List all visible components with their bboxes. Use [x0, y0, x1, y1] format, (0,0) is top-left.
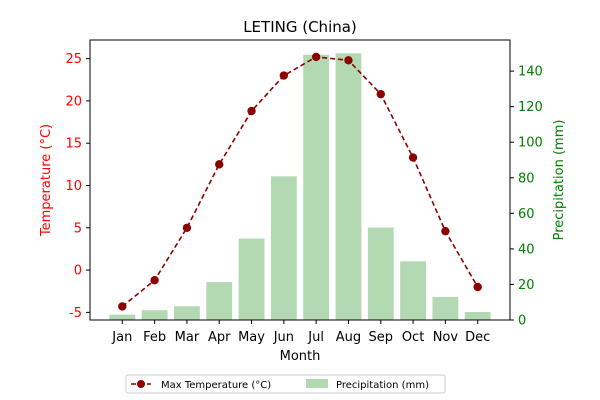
temperature-point-jan [118, 302, 127, 311]
right-y-axis: 0 20 40 60 80 100 120 140 [510, 65, 543, 329]
precipitation-bar-nov [432, 296, 459, 320]
right-tick-label: 0 [518, 314, 526, 329]
x-tick-label: Sep [369, 330, 394, 345]
temperature-line [118, 52, 482, 311]
temperature-point-sep [376, 89, 385, 99]
precipitation-bar-jan [109, 314, 136, 320]
legend-label-temperature: Max Temperature (°C) [161, 380, 271, 391]
legend-label-precipitation: Precipitation (mm) [336, 380, 429, 391]
legend-bar-swatch [306, 379, 328, 388]
precipitation-bar-dec [464, 312, 491, 320]
x-tick-label: Oct [402, 330, 424, 345]
right-tick-label: 40 [518, 242, 535, 257]
temperature-point-aug [344, 56, 353, 65]
temperature-point-feb [150, 276, 159, 285]
right-tick-label: 60 [518, 207, 535, 222]
left-tick-label: 25 [65, 52, 82, 67]
precipitation-bar-apr [206, 282, 233, 320]
precipitation-bar-jun [270, 176, 297, 320]
x-tick-label: Dec [465, 330, 490, 345]
x-axis-title: Month [280, 349, 321, 364]
x-tick-label: Mar [175, 330, 200, 345]
temperature-point-oct [408, 153, 418, 162]
temperature-point-apr [215, 160, 224, 169]
chart-title: LETING (China) [243, 18, 357, 36]
left-tick-label: 15 [65, 137, 82, 152]
precipitation-bar-feb [141, 310, 168, 320]
temperature-point-may [247, 106, 256, 116]
x-tick-label: Apr [208, 330, 231, 345]
right-tick-label: 20 [518, 278, 535, 293]
x-tick-label: Nov [433, 330, 459, 345]
x-tick-label: May [238, 330, 265, 345]
x-tick-label: Jan [111, 330, 132, 345]
right-y-axis-title: Precipitation (mm) [552, 120, 567, 241]
legend-marker-swatch [137, 380, 145, 388]
precipitation-bar-mar [174, 306, 200, 320]
precipitation-bar-oct [400, 261, 426, 320]
precipitation-bar-sep [367, 227, 394, 320]
left-tick-label: 0 [74, 264, 82, 279]
right-tick-label: 140 [518, 65, 543, 80]
temperature-point-jun [279, 71, 289, 80]
x-axis: Jan Feb Mar Apr May Jun Jul Aug Sep Oct Nov Dec [111, 320, 490, 345]
left-tick-label: 5 [74, 221, 82, 236]
temperature-polyline [121, 56, 479, 308]
x-tick-label: Feb [143, 330, 166, 345]
legend-box [125, 374, 446, 394]
x-tick-label: Aug [336, 330, 361, 345]
left-y-axis-title: Temperature (°C) [39, 124, 54, 237]
plot-frame [89, 39, 511, 321]
temperature-point-mar [182, 223, 192, 232]
precipitation-bars [109, 53, 491, 320]
precipitation-bar-may [238, 238, 265, 320]
precipitation-bar-aug [335, 53, 362, 320]
right-tick-label: 120 [518, 100, 543, 115]
x-tick-label: Jul [307, 330, 324, 345]
right-tick-label: 100 [518, 136, 543, 151]
left-tick-label: -5 [69, 306, 82, 321]
left-tick-label: 10 [65, 179, 82, 194]
legend: Max Temperature (°C) Precipitation (mm) [125, 374, 446, 394]
right-tick-label: 80 [518, 171, 535, 186]
left-tick-label: 20 [65, 94, 82, 109]
x-tick-label: Jun [273, 330, 294, 345]
temperature-point-jul [311, 52, 321, 62]
temperature-point-dec [473, 282, 482, 292]
left-y-axis: -5 0 5 10 15 20 25 [65, 52, 90, 321]
precipitation-bar-jul [303, 54, 330, 320]
temperature-point-nov [441, 226, 450, 236]
